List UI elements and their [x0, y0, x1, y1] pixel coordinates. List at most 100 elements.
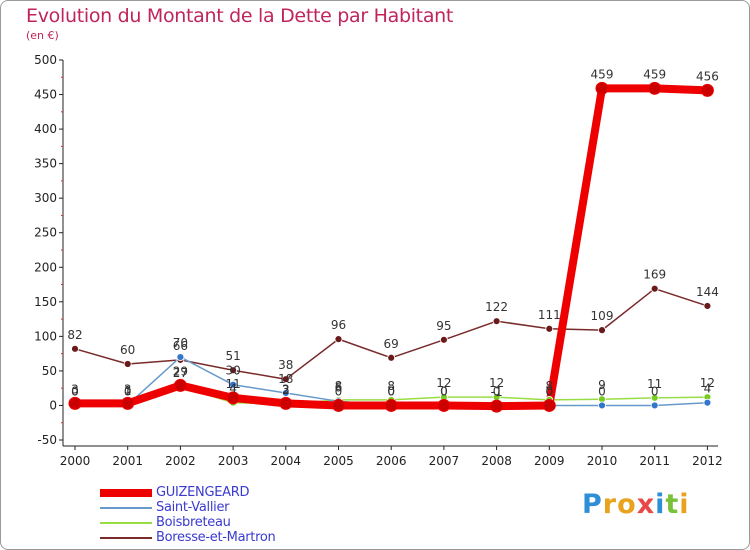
- y-tick-label-3: 100: [34, 329, 57, 343]
- series-2-label-10: 9: [598, 378, 606, 392]
- series-1-label-0: 0: [71, 384, 79, 398]
- series-3-point-5: [334, 335, 343, 344]
- series-1-point-4: [281, 389, 290, 397]
- series-3-label-2: 66: [173, 339, 188, 353]
- series-1-label-8: 0: [493, 384, 501, 398]
- y-tick-label-5: 200: [34, 260, 57, 274]
- legend-label-boisbreteau: Boisbreteau: [156, 515, 231, 530]
- series-0-label-8: -1: [491, 385, 503, 399]
- series-2-label-0: 0: [71, 384, 79, 398]
- x-tick-label-3: 2003: [218, 454, 249, 468]
- series-3-point-6: [387, 353, 396, 362]
- logo-letter-3: x: [636, 489, 656, 520]
- legend-swatch-boresse-et-martron: [100, 537, 152, 539]
- series-1-label-12: 4: [704, 382, 712, 396]
- series-0-label-0: 3: [71, 382, 79, 396]
- legend-label-guizengeard: GUIZENGEARD: [156, 485, 250, 500]
- y-tick-label-0: -50: [37, 433, 57, 447]
- x-tick-label-12: 2012: [692, 454, 723, 468]
- series-0-point-7: [437, 398, 451, 412]
- series-1-point-3: [229, 380, 238, 389]
- series-1-label-11: 0: [651, 384, 659, 398]
- logo-letter-1: r: [602, 489, 618, 520]
- x-tick-label-7: 2007: [429, 454, 460, 468]
- series-0-point-4: [279, 396, 293, 410]
- logo-letter-6: i: [679, 489, 690, 520]
- series-3-point-8: [492, 317, 501, 326]
- x-tick-label-0: 2000: [60, 454, 91, 468]
- series-3-point-3: [229, 366, 238, 375]
- series-0-label-1: 3: [124, 382, 132, 396]
- series-3-label-1: 60: [120, 343, 135, 357]
- y-tick-label-1: 0: [49, 398, 57, 412]
- series-3-point-12: [703, 302, 712, 310]
- logo-letter-4: i: [655, 489, 666, 520]
- series-1-label-1: 1: [124, 384, 132, 398]
- series-3-label-5: 96: [331, 318, 346, 332]
- series-0-point-10: [595, 81, 609, 95]
- series-3-label-12: 144: [696, 285, 719, 299]
- series-0-point-5: [332, 398, 345, 412]
- series-1-point-2: [176, 353, 185, 361]
- y-tick-label-4: 150: [34, 295, 57, 309]
- proxiti-logo: Proxiti: [582, 489, 690, 520]
- logo-letter-0: P: [582, 489, 603, 520]
- y-tick-label-2: 50: [42, 364, 57, 378]
- y-tick-label-8: 350: [34, 157, 57, 171]
- series-3-label-3: 51: [225, 349, 240, 363]
- series-0-label-10: 459: [591, 67, 614, 81]
- legend-swatch-boisbreteau: [100, 522, 152, 524]
- series-0-point-8: [490, 399, 504, 413]
- series-0-label-6: 0: [387, 384, 395, 398]
- legend-label-saint-vallier: Saint-Vallier: [156, 500, 230, 515]
- series-0-label-3: 11: [225, 377, 240, 391]
- series-0-label-12: 456: [696, 69, 719, 83]
- series-1-label-10: 0: [598, 384, 606, 398]
- series-3-point-10: [598, 326, 606, 335]
- series-1-label-7: 0: [440, 384, 448, 398]
- y-tick-label-7: 300: [34, 191, 57, 205]
- series-2-label-9: 8: [545, 379, 553, 393]
- x-tick-label-1: 2001: [112, 454, 143, 468]
- y-tick-label-6: 250: [34, 226, 57, 240]
- series-2-point-11: [650, 393, 659, 402]
- legend-swatch-saint-vallier: [100, 507, 152, 509]
- series-3-point-1: [123, 360, 132, 368]
- series-2-label-7: 12: [436, 376, 451, 390]
- series-0-point-2: [173, 378, 187, 392]
- x-tick-label-8: 2008: [481, 454, 512, 468]
- series-0-label-2: 29: [173, 364, 188, 378]
- series-0-point-6: [384, 398, 398, 412]
- series-2-label-3: 4: [229, 382, 237, 396]
- x-tick-label-5: 2005: [323, 454, 354, 468]
- series-0-point-3: [226, 391, 240, 405]
- series-2-label-12: 12: [700, 376, 715, 390]
- series-3-label-10: 109: [591, 309, 614, 323]
- series-2-label-11: 11: [647, 377, 662, 391]
- series-1-label-3: 30: [225, 364, 240, 378]
- series-3-label-4: 38: [278, 358, 293, 372]
- series-2-label-1: 0: [124, 384, 132, 398]
- series-2-label-8: 12: [489, 376, 504, 390]
- series-3-label-7: 95: [436, 319, 451, 333]
- series-1-label-5: 6: [335, 380, 343, 394]
- series-0-label-11: 459: [643, 67, 666, 81]
- x-tick-label-6: 2006: [376, 454, 407, 468]
- series-0-point-1: [121, 396, 135, 410]
- series-2-label-2: 27: [173, 366, 188, 380]
- y-tick-label-10: 450: [34, 88, 57, 102]
- series-2-label-6: 8: [387, 379, 395, 393]
- series-3-label-8: 122: [485, 300, 508, 314]
- series-0-label-5: 0: [335, 384, 343, 398]
- series-0-label-7: 0: [440, 384, 448, 398]
- x-tick-label-4: 2004: [271, 454, 302, 468]
- x-tick-label-9: 2009: [534, 454, 565, 468]
- series-0-point-11: [648, 81, 662, 95]
- series-3-point-7: [439, 335, 448, 344]
- series-3-point-9: [545, 324, 554, 333]
- x-tick-label-11: 2011: [639, 454, 670, 468]
- legend-swatch-guizengeard: [100, 489, 152, 497]
- series-1-label-4: 18: [278, 372, 293, 386]
- series-1-label-9: 0: [545, 384, 553, 398]
